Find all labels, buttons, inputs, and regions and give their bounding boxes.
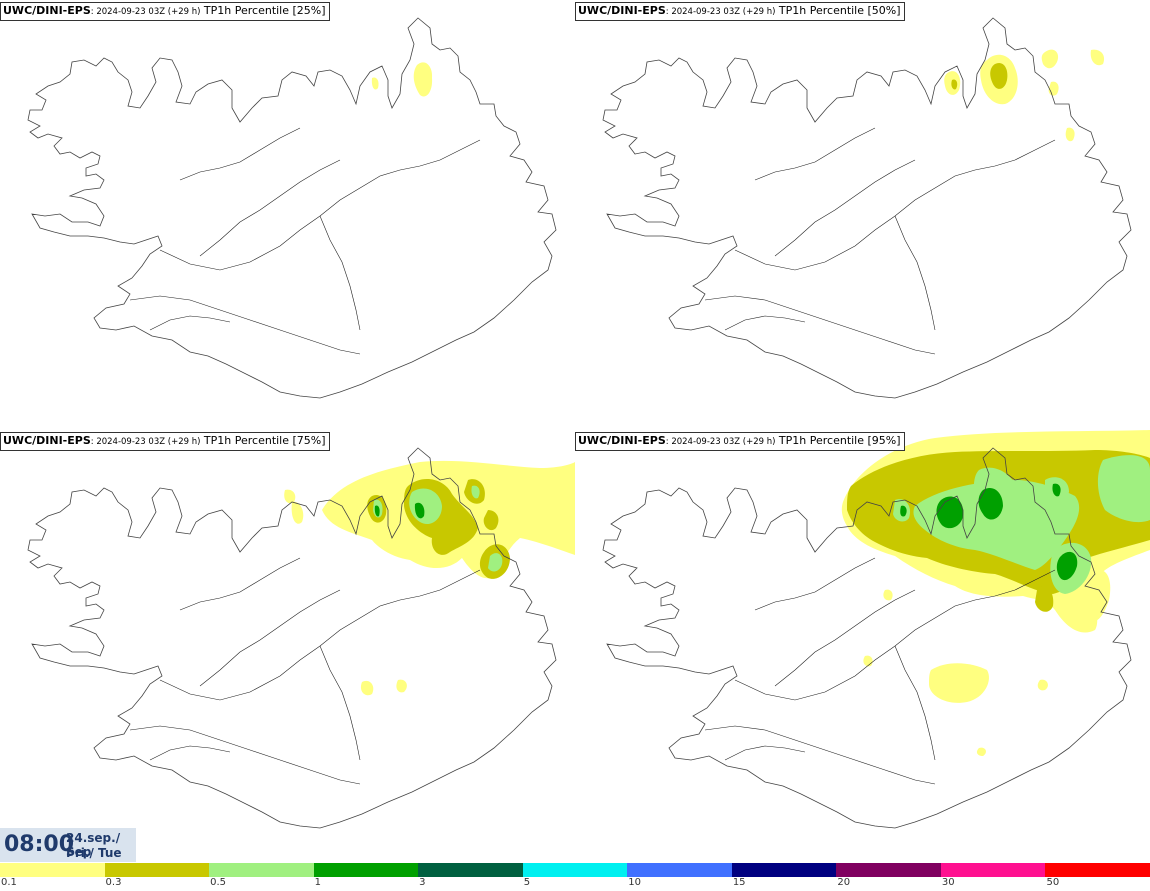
road-path xyxy=(129,295,361,355)
iceland-coastline xyxy=(602,447,1132,829)
colorbar-tick-label: 5 xyxy=(523,877,531,888)
colorbar-tick-label: 50 xyxy=(1046,877,1060,888)
valid-weekday: Þri./ Tue xyxy=(66,846,122,860)
valid-time-box: 08:00 24.sep./ Sep Þri./ Tue xyxy=(0,828,136,862)
iceland-coastline xyxy=(27,447,557,829)
map-canvas xyxy=(27,17,557,399)
colorbar-tick-label: 20 xyxy=(837,877,851,888)
model-name: UWC/DINI-EPS xyxy=(3,4,91,17)
colorbar-segment xyxy=(1045,863,1150,877)
precip-layer xyxy=(284,460,575,696)
coastline-path xyxy=(27,447,557,829)
iceland-coastline xyxy=(602,17,1132,399)
map-canvas xyxy=(27,447,575,829)
field-name: TP1h Percentile [75%] xyxy=(200,434,326,447)
coastline-path xyxy=(602,17,1132,399)
field-name: TP1h Percentile [25%] xyxy=(200,4,326,17)
map-panel-25: UWC/DINI-EPS: 2024-09-23 03Z (+29 h) TP1… xyxy=(0,0,575,430)
coastline-path xyxy=(27,17,557,399)
colorbar-tick-label: 1 xyxy=(314,877,321,888)
road-path xyxy=(179,127,301,181)
road-path xyxy=(734,139,1056,271)
colorbar-ticks: 0.1 0.3 0.5 1 3 5 10 15 20 30 50 xyxy=(0,877,1150,891)
road-path xyxy=(179,557,301,611)
colorbar-segment xyxy=(418,863,523,877)
iceland-coastline xyxy=(27,17,557,399)
model-name: UWC/DINI-EPS xyxy=(578,434,666,447)
colorbar-segment xyxy=(522,863,628,877)
map-panel-95: UWC/DINI-EPS: 2024-09-23 03Z (+29 h) TP1… xyxy=(575,430,1150,860)
road-path xyxy=(724,745,806,761)
road-network xyxy=(129,557,481,785)
run-time: : 2024-09-23 03Z (+29 h) xyxy=(90,437,201,447)
panel-title: UWC/DINI-EPS: 2024-09-23 03Z (+29 h) TP1… xyxy=(0,432,330,451)
road-path xyxy=(704,295,936,355)
colorbar-tick-label: 0.1 xyxy=(1,877,17,888)
map-panel-75: UWC/DINI-EPS: 2024-09-23 03Z (+29 h) TP1… xyxy=(0,430,575,860)
precip-layer xyxy=(371,62,433,97)
road-path xyxy=(129,725,361,785)
road-path xyxy=(894,645,936,761)
road-path xyxy=(319,215,361,331)
road-network xyxy=(704,557,1056,785)
road-path xyxy=(774,159,916,257)
panel-title: UWC/DINI-EPS: 2024-09-23 03Z (+29 h) TP1… xyxy=(575,432,905,451)
colorbar-segment xyxy=(836,863,941,877)
colorbar-tick-label: 3 xyxy=(419,877,426,888)
road-path xyxy=(754,557,876,611)
road-path xyxy=(199,159,341,257)
colorbar-segment xyxy=(731,863,837,877)
precip-layer xyxy=(841,430,1150,756)
model-name: UWC/DINI-EPS xyxy=(578,4,666,17)
panel-title: UWC/DINI-EPS: 2024-09-23 03Z (+29 h) TP1… xyxy=(575,2,905,21)
road-path xyxy=(724,315,806,331)
field-name: TP1h Percentile [50%] xyxy=(775,4,901,17)
road-path xyxy=(149,745,231,761)
colorbar-segment xyxy=(0,863,105,877)
road-path xyxy=(704,725,936,785)
model-name: UWC/DINI-EPS xyxy=(3,434,91,447)
colorbar-tick-label: 30 xyxy=(941,877,955,888)
coastline-path xyxy=(602,447,1132,829)
road-path xyxy=(734,569,1056,701)
precip-colorbar xyxy=(0,863,1150,877)
road-path xyxy=(159,569,481,701)
colorbar-segment xyxy=(627,863,732,877)
precip-layer xyxy=(944,49,1105,142)
colorbar-tick-label: 10 xyxy=(628,877,641,888)
road-path xyxy=(319,645,361,761)
valid-date: 24.sep./ Sep xyxy=(66,831,121,859)
map-panel-50: UWC/DINI-EPS: 2024-09-23 03Z (+29 h) TP1… xyxy=(575,0,1150,430)
road-path xyxy=(149,315,231,331)
road-network xyxy=(704,127,1056,355)
road-path xyxy=(199,589,341,687)
colorbar-tick-label: 0.3 xyxy=(105,877,122,888)
colorbar-segment xyxy=(940,863,1046,877)
colorbar-segment xyxy=(209,863,314,877)
colorbar-tick-label: 0.5 xyxy=(210,877,226,888)
field-name: TP1h Percentile [95%] xyxy=(775,434,901,447)
panel-title: UWC/DINI-EPS: 2024-09-23 03Z (+29 h) TP1… xyxy=(0,2,330,21)
road-path xyxy=(159,139,481,271)
colorbar-segment xyxy=(313,863,419,877)
colorbar-segment xyxy=(104,863,210,877)
map-canvas xyxy=(602,17,1132,399)
run-time: : 2024-09-23 03Z (+29 h) xyxy=(665,7,776,17)
valid-time: 08:00 xyxy=(4,832,75,857)
road-path xyxy=(894,215,936,331)
road-path xyxy=(774,589,916,687)
run-time: : 2024-09-23 03Z (+29 h) xyxy=(665,437,776,447)
road-network xyxy=(129,127,481,355)
map-canvas xyxy=(602,430,1150,829)
run-time: : 2024-09-23 03Z (+29 h) xyxy=(90,7,201,17)
colorbar-tick-label: 15 xyxy=(732,877,746,888)
road-path xyxy=(754,127,876,181)
